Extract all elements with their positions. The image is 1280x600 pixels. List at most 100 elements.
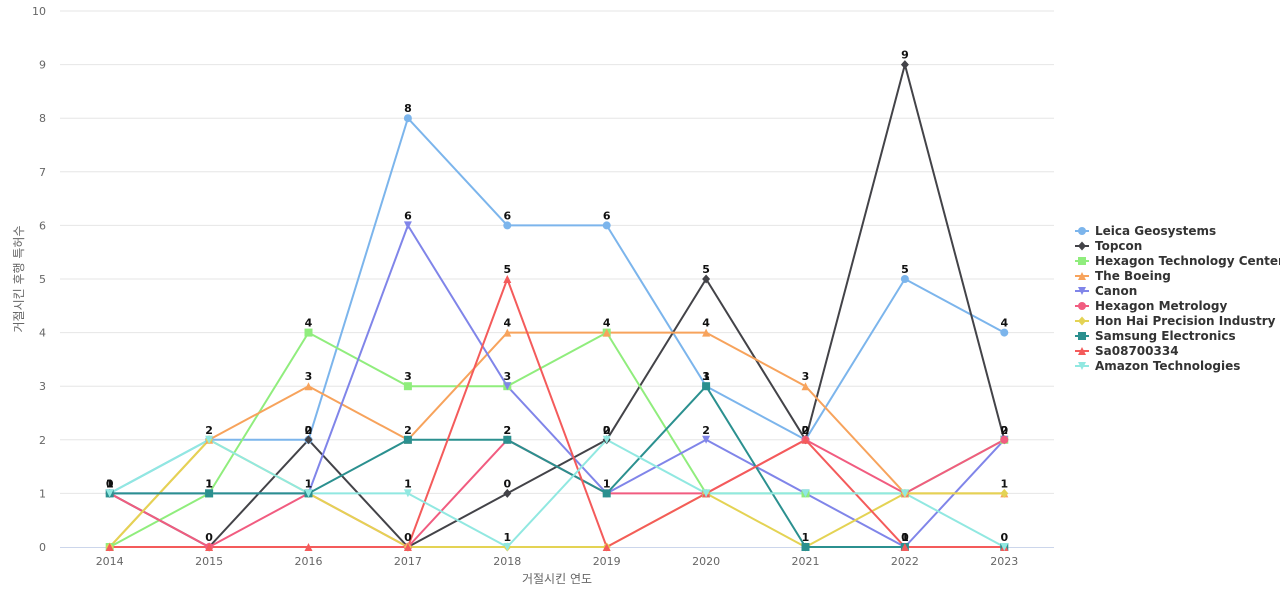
data-point-sa08700334 [403, 543, 412, 551]
legend-item-amazon-technologies[interactable]: Amazon Technologies [1075, 359, 1240, 373]
legend-item-hexagon-metrology[interactable]: Hexagon Metrology [1075, 299, 1228, 313]
legend-item-hon-hai-precision-industry[interactable]: Hon Hai Precision Industry ... [1075, 314, 1280, 328]
data-point-canon [702, 435, 711, 444]
legend-label: Leica Geosystems [1095, 224, 1216, 238]
data-point-the-boeing [801, 382, 810, 391]
data-label: 5 [901, 263, 909, 276]
data-label: 0 [603, 424, 611, 437]
data-point-amazon-technologies [304, 489, 313, 498]
data-label: 4 [1000, 317, 1008, 330]
data-point-the-boeing [602, 328, 611, 337]
data-point-samsung-electronics [702, 382, 711, 391]
y-tick-label: 3 [39, 380, 46, 393]
data-label: 0 [106, 477, 114, 490]
series-lines [108, 63, 1006, 548]
data-point-samsung-electronics [503, 435, 512, 444]
data-label: 1 [603, 477, 611, 490]
x-tick-label: 2023 [990, 555, 1018, 568]
data-point-topcon [304, 435, 313, 445]
data-label: 1 [305, 477, 313, 490]
legend-item-sa08700334[interactable]: Sa08700334 [1075, 344, 1179, 358]
data-label: 4 [603, 317, 611, 330]
data-point-leica-geosystems [602, 221, 611, 230]
data-point-sa08700334 [304, 543, 313, 551]
data-point-leica-geosystems [503, 221, 512, 230]
series-line-amazon-technologies [109, 438, 1005, 548]
legend-label: Amazon Technologies [1095, 359, 1240, 373]
data-point-leica-geosystems [900, 275, 909, 283]
data-point-the-boeing [503, 328, 512, 337]
data-point-amazon-technologies [503, 543, 512, 551]
data-point-sa08700334 [602, 543, 611, 551]
data-label: 3 [404, 370, 412, 383]
data-label: 8 [404, 102, 412, 115]
y-tick-label: 7 [39, 166, 46, 179]
data-point-hexagon-metrology [1000, 435, 1009, 444]
legend-item-the-boeing[interactable]: The Boeing [1075, 269, 1171, 283]
data-point-sa08700334 [900, 543, 909, 551]
legend-marker [1078, 227, 1086, 235]
x-axis-title: 거절시킨 연도 [522, 572, 592, 586]
data-point-amazon-technologies [900, 489, 909, 498]
x-tick-label: 2017 [394, 555, 422, 568]
y-tick-label: 5 [39, 273, 46, 286]
legend-item-leica-geosystems[interactable]: Leica Geosystems [1075, 224, 1216, 238]
data-label: 2 [1000, 424, 1008, 437]
data-point-sa08700334 [205, 543, 214, 551]
data-label: 2 [802, 424, 810, 437]
data-label: 0 [901, 531, 909, 544]
data-label: 2 [503, 424, 511, 437]
series-line-samsung-electronics [109, 385, 1005, 548]
data-label: 4 [503, 317, 511, 330]
legend-marker [1078, 347, 1086, 355]
data-point-canon [403, 221, 412, 230]
legend-label: Hexagon Metrology [1095, 299, 1228, 313]
legend-marker [1078, 362, 1086, 370]
x-axis-ticks: 2014 2015 2016 2017 2018 2019 2020 2021 2022 2023 [96, 555, 1019, 568]
y-tick-label: 8 [39, 112, 46, 125]
data-point-canon [503, 382, 512, 391]
data-point-leica-geosystems [403, 114, 412, 123]
data-label: 2 [702, 424, 710, 437]
legend-item-topcon[interactable]: Topcon [1075, 239, 1142, 253]
data-point-amazon-technologies [403, 489, 412, 498]
data-label: 0 [802, 424, 810, 437]
data-label: 2 [404, 424, 412, 437]
series-line-leica-geosystems [109, 117, 1005, 495]
data-point-sa08700334 [105, 543, 114, 551]
data-label: 1 [901, 531, 909, 544]
data-label: 2 [603, 424, 611, 437]
data-label: 1 [205, 477, 213, 490]
legend-marker [1078, 272, 1086, 280]
y-tick-label: 0 [39, 541, 46, 554]
data-label: 6 [503, 209, 511, 222]
legend-label: Hon Hai Precision Industry ... [1095, 314, 1280, 328]
x-tick-label: 2014 [96, 555, 124, 568]
data-label: 3 [305, 370, 313, 383]
legend-marker [1078, 287, 1086, 295]
x-tick-label: 2018 [493, 555, 521, 568]
data-label: 0 [404, 531, 412, 544]
data-label: 1 [1000, 477, 1008, 490]
data-point-samsung-electronics [403, 435, 412, 444]
legend-item-hexagon-technology-center[interactable]: Hexagon Technology Center [1075, 254, 1280, 268]
data-point-topcon [900, 60, 909, 70]
data-point-amazon-technologies [205, 435, 214, 444]
data-point-samsung-electronics [205, 489, 214, 498]
legend-label: Topcon [1095, 239, 1142, 253]
legend-label: Hexagon Technology Center [1095, 254, 1280, 268]
data-label: 0 [205, 531, 213, 544]
data-label: 9 [901, 49, 909, 62]
legend-item-canon[interactable]: Canon [1075, 284, 1137, 298]
data-label: 2 [305, 424, 313, 437]
legend-label: Sa08700334 [1095, 344, 1179, 358]
data-label: 6 [603, 209, 611, 222]
data-label: 1 [106, 477, 114, 490]
x-tick-label: 2016 [295, 555, 323, 568]
y-tick-label: 9 [39, 59, 46, 72]
data-label: 2 [503, 424, 511, 437]
legend-item-samsung-electronics[interactable]: Samsung Electronics [1075, 329, 1236, 343]
y-tick-label: 10 [32, 5, 46, 18]
data-label: 4 [305, 317, 313, 330]
